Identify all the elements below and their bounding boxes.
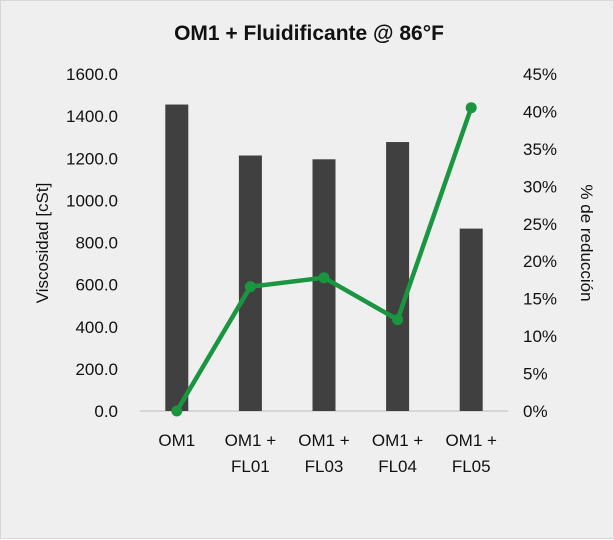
- x-category-label: FL03: [305, 457, 344, 476]
- bar: [459, 228, 483, 411]
- y-left-tick-label: 400.0: [75, 318, 118, 337]
- x-category-label: FL01: [231, 457, 270, 476]
- y-right-tick-label: 5%: [523, 365, 548, 384]
- y-right-tick-label: 15%: [523, 290, 557, 309]
- line-point: [318, 272, 330, 284]
- x-category-label: OM1 +: [372, 431, 424, 450]
- y-left-tick-label: 600.0: [75, 276, 118, 295]
- line-point: [392, 314, 404, 326]
- x-category-label: OM1 +: [298, 431, 350, 450]
- line-layer: [171, 102, 477, 417]
- chart-title: OM1 + Fluidificante @ 86°F: [174, 22, 444, 45]
- x-category-label: FL05: [452, 457, 491, 476]
- y-right-tick-label: 0%: [523, 402, 548, 421]
- y-left-tick-label: 1000.0: [66, 191, 118, 210]
- y-left-tick-label: 200.0: [75, 360, 118, 379]
- bar: [386, 142, 410, 412]
- y-left-tick-label: 1200.0: [66, 149, 118, 168]
- y-left-tick-label: 0.0: [94, 402, 118, 421]
- y-left-tick-label: 1600.0: [66, 65, 118, 84]
- y-axis-left-title: Viscosidad [cSt]: [33, 183, 52, 304]
- x-category-label: FL04: [378, 457, 417, 476]
- x-category-label: OM1 +: [445, 431, 497, 450]
- line-point: [244, 281, 256, 293]
- y-right-tick-label: 30%: [523, 177, 557, 196]
- x-category-label: OM1 +: [225, 431, 277, 450]
- line-point: [465, 102, 477, 114]
- line-point: [171, 405, 183, 417]
- y-right-tick-label: 10%: [523, 327, 557, 346]
- y-left-tick-label: 1400.0: [66, 107, 118, 126]
- y-right-tick-label: 35%: [523, 140, 557, 159]
- y-left-tick-label: 800.0: [75, 234, 118, 253]
- bars-layer: [165, 104, 483, 412]
- labels-layer: 0.0 200.0 400.0 600.0 800.0 1000.0 1200.0 1400.…: [66, 65, 557, 476]
- y-axis-right-title: % de reducción: [577, 184, 596, 301]
- y-right-tick-label: 20%: [523, 252, 557, 271]
- bar: [312, 159, 336, 411]
- x-category-label: OM1: [158, 431, 195, 450]
- y-right-tick-label: 25%: [523, 215, 557, 234]
- y-right-tick-label: 45%: [523, 65, 557, 84]
- y-right-tick-label: 40%: [523, 102, 557, 121]
- bar: [165, 104, 189, 412]
